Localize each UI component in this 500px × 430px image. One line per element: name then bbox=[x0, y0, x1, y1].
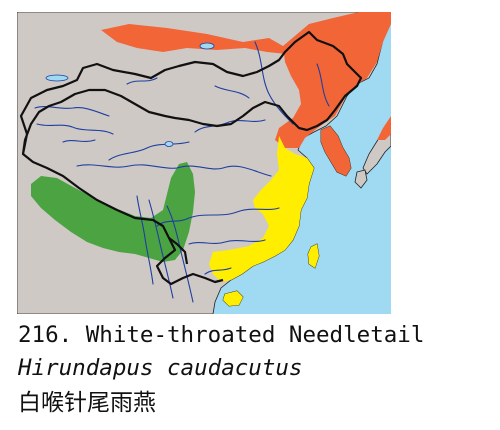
breeding-range-northeast bbox=[275, 12, 391, 148]
breeding-range-north bbox=[101, 24, 287, 54]
country-borders bbox=[19, 30, 363, 286]
species-scientific-name: Hirundapus caudacutus bbox=[18, 355, 303, 381]
breeding-range-korea bbox=[321, 126, 351, 176]
green-range-himalaya bbox=[31, 162, 195, 262]
passage-range-hainan bbox=[223, 291, 243, 306]
species-common-name: 216. White-throated Needletail bbox=[18, 322, 425, 348]
lake-baikal bbox=[199, 42, 215, 50]
species-chinese-name: 白喉针尾雨燕 bbox=[18, 390, 156, 416]
lake-balkhash bbox=[45, 74, 69, 82]
range-map bbox=[17, 12, 391, 314]
breeding-range-japan bbox=[377, 116, 391, 140]
passage-range-taiwan bbox=[308, 244, 319, 268]
japan-kyushu bbox=[354, 169, 368, 189]
lake-qinghai bbox=[164, 141, 174, 147]
